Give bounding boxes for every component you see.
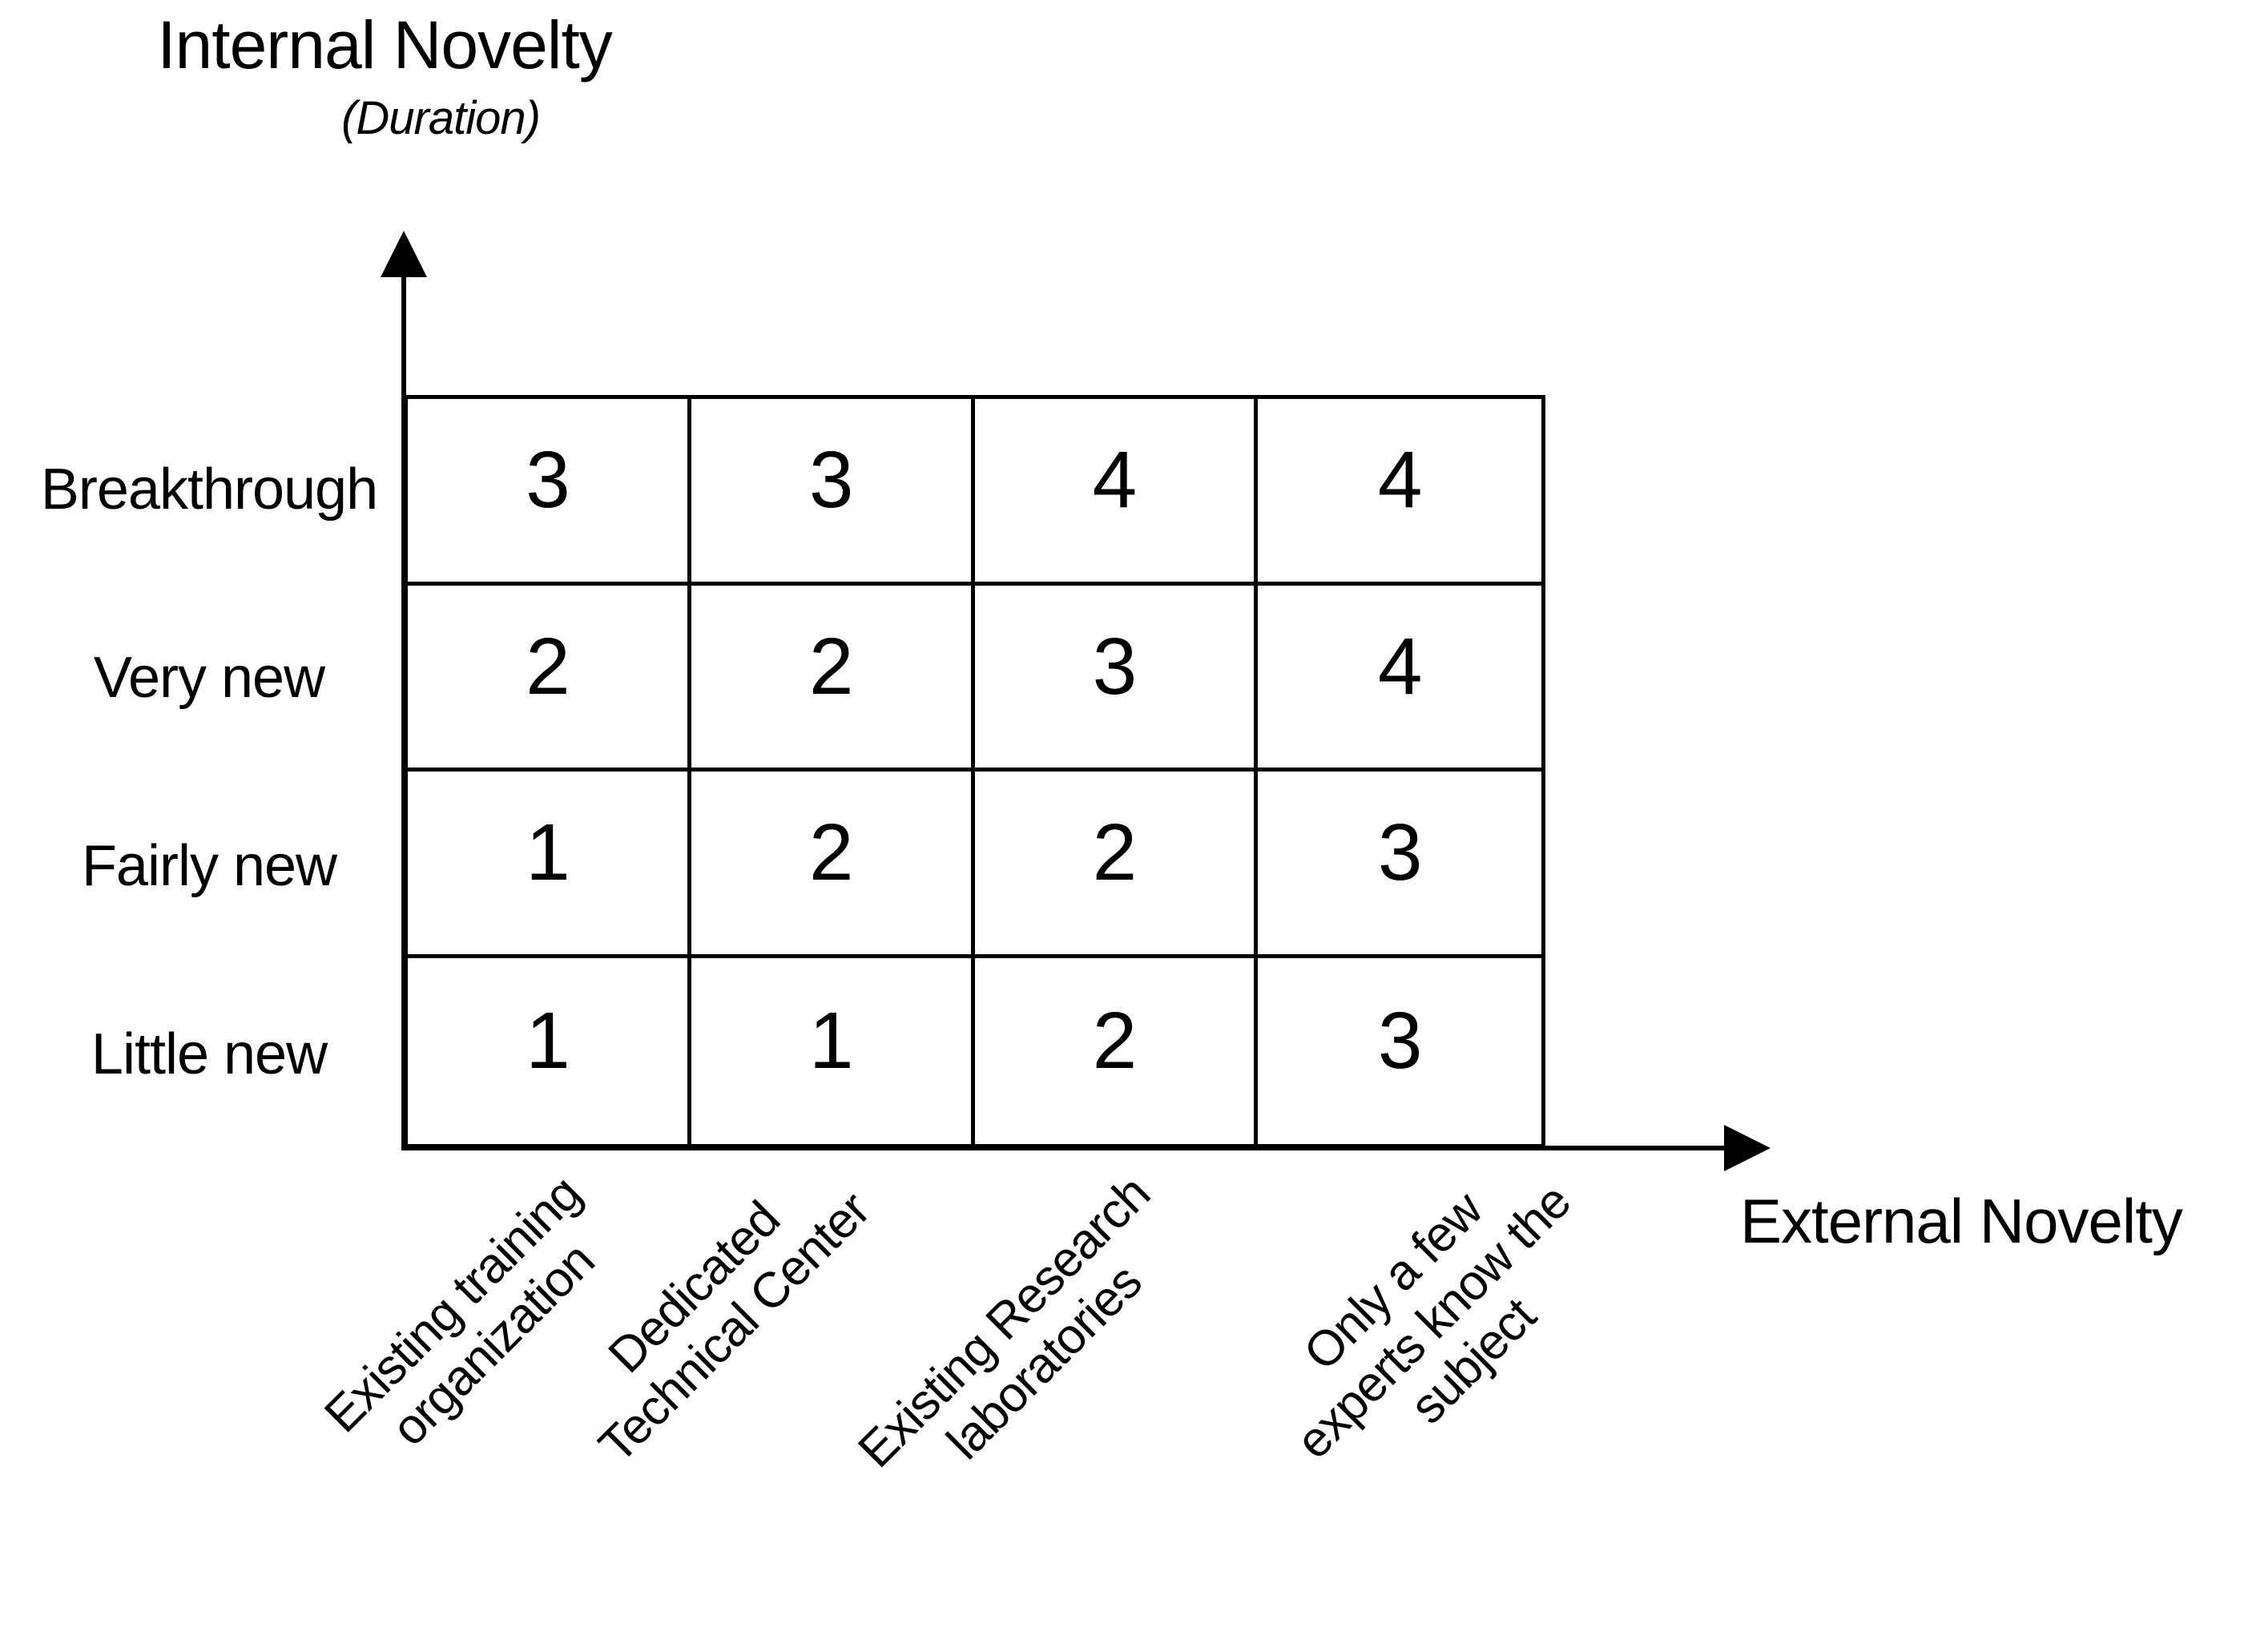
x-axis-line (404, 1146, 1734, 1150)
row-label-little-new: Little new (91, 1021, 328, 1086)
grid-cell-r0c2: 4 (974, 399, 1259, 586)
grid-cell-r0c3: 4 (1258, 399, 1541, 586)
row-label-breakthrough: Breakthrough (40, 457, 378, 522)
column-label-dedicated-technical-center: Dedicated Technical Center (588, 1181, 880, 1473)
column-label-existing-training-organization: Existing training organization (314, 1166, 606, 1457)
x-axis-title: External Novelty (1740, 1186, 2183, 1256)
grid-cell-r0c1: 3 (691, 399, 975, 586)
grid-cell-r2c0: 1 (408, 772, 691, 958)
grid-cell-r1c1: 2 (691, 585, 975, 772)
grid-cell-r0c0: 3 (408, 399, 691, 586)
row-label-very-new: Very new (93, 645, 325, 710)
column-label-only-a-few-experts: Only a few experts know the subject (1285, 1173, 1581, 1469)
grid-cell-r3c3: 3 (1377, 996, 1423, 1086)
grid-cell-r1c2: 3 (974, 585, 1259, 772)
column-label-existing-research-laboratories: Existing Research laboratories (848, 1166, 1161, 1479)
grid-cell-r3c0: 1 (408, 957, 691, 1144)
grid-cell-r1c3: 4 (1258, 586, 1541, 772)
grid-cell-r2c3: 3 (1258, 772, 1541, 958)
grid-cell-r3c2: 2 (975, 957, 1259, 1144)
row-label-fairly-new: Fairly new (81, 833, 337, 898)
grid-cell-r2c1: 2 (691, 772, 975, 958)
y-axis-arrowhead-icon (381, 231, 427, 277)
matrix-grid: 3 3 4 4 2 2 3 4 1 2 2 3 1 1 2 3 (404, 395, 1545, 1148)
grid-cell-r2c2: 2 (974, 772, 1259, 958)
y-axis-title: Internal Novelty (157, 7, 613, 83)
y-axis-subtitle: (Duration) (341, 92, 541, 144)
x-axis-arrowhead-icon (1724, 1125, 1771, 1171)
grid-cell-r1c0: 2 (408, 585, 691, 772)
grid-cell-r3c1: 1 (691, 957, 975, 1144)
